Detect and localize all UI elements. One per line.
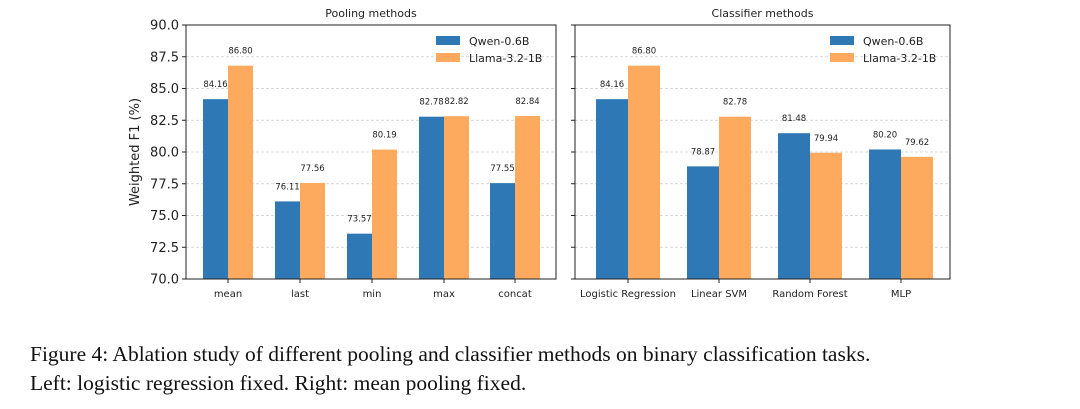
- data-label: 76.11: [275, 182, 299, 192]
- figure: 70.0 72.5 75.0 77.5 80.0 82.5 85.0 87.5 90.0 Weig…: [128, 7, 951, 300]
- legend-swatch: [436, 53, 460, 62]
- y-tick-label: 77.5: [150, 177, 179, 192]
- y-axis-label: Weighted F1 (%): [128, 98, 143, 206]
- plot-frame: [185, 24, 557, 280]
- bar-qwen: [596, 99, 628, 279]
- data-label: 79.94: [814, 134, 838, 144]
- data-label: 77.56: [300, 164, 324, 174]
- data-label: 80.20: [873, 130, 897, 140]
- y-tick-label: 87.5: [150, 50, 179, 65]
- x-tick-label: concat: [498, 289, 532, 300]
- bar-qwen: [869, 149, 901, 279]
- bar-llama: [372, 149, 397, 279]
- bar-llama: [228, 65, 253, 279]
- x-tick-label: max: [433, 289, 455, 300]
- x-tick-label: last: [291, 289, 309, 300]
- figure-caption: Figure 4: Ablation study of different po…: [30, 340, 1070, 398]
- x-tick-label: Logistic Regression: [580, 289, 676, 300]
- legend-swatch: [830, 36, 854, 45]
- data-label: 82.78: [723, 98, 747, 108]
- y-tick-label: 80.0: [150, 146, 179, 161]
- data-label: 79.62: [905, 138, 929, 148]
- bar-qwen: [687, 166, 719, 279]
- bar-qwen: [490, 183, 515, 279]
- legend-swatch: [830, 53, 854, 62]
- bar-llama: [628, 65, 660, 279]
- bar-qwen: [275, 201, 300, 279]
- bar-llama: [300, 182, 325, 279]
- chart-title: Pooling methods: [325, 7, 417, 20]
- x-tick-label: Linear SVM: [691, 289, 747, 300]
- data-label: 86.80: [632, 47, 656, 57]
- bar-llama: [810, 152, 842, 279]
- bar-qwen: [203, 99, 228, 279]
- bar-llama: [901, 156, 933, 279]
- x-tick-label: min: [363, 289, 382, 300]
- data-label: 82.78: [419, 98, 443, 108]
- caption-line-2: Left: logistic regression fixed. Right: …: [30, 371, 527, 395]
- y-tick-label: 72.5: [150, 241, 179, 256]
- y-tick-label: 82.5: [150, 114, 179, 129]
- caption-line-1: Figure 4: Ablation study of different po…: [30, 342, 871, 366]
- data-label: 86.80: [228, 47, 252, 57]
- y-tick-label: 85.0: [150, 82, 179, 97]
- data-label: 78.87: [691, 147, 715, 157]
- y-tick-label: 90.0: [150, 19, 179, 34]
- data-label: 77.55: [490, 164, 514, 174]
- data-label: 80.19: [372, 131, 396, 141]
- data-label: 82.82: [444, 97, 468, 107]
- chart-title: Classifier methods: [712, 7, 814, 20]
- data-label: 84.16: [600, 80, 624, 90]
- bar-llama: [719, 116, 751, 279]
- x-tick-label: MLP: [891, 289, 911, 300]
- data-label: 82.84: [515, 97, 539, 107]
- legend-label: Llama-3.2-1B: [863, 52, 936, 65]
- data-label: 73.57: [347, 215, 371, 225]
- bar-qwen: [347, 233, 372, 279]
- x-tick-label: mean: [214, 289, 242, 300]
- legend-label: Llama-3.2-1B: [469, 52, 542, 65]
- bar-qwen: [778, 133, 810, 279]
- legend-label: Qwen-0.6B: [469, 35, 529, 48]
- bar-llama: [444, 116, 469, 279]
- plot-frame: [574, 24, 951, 280]
- legend-label: Qwen-0.6B: [863, 35, 923, 48]
- data-label: 81.48: [782, 114, 806, 124]
- y-tick-label: 75.0: [150, 209, 179, 224]
- bar-qwen: [419, 116, 444, 279]
- legend-swatch: [436, 36, 460, 45]
- bar-llama: [515, 115, 540, 279]
- x-tick-label: Random Forest: [772, 289, 847, 300]
- y-tick-label: 70.0: [150, 273, 179, 288]
- data-label: 84.16: [203, 80, 227, 90]
